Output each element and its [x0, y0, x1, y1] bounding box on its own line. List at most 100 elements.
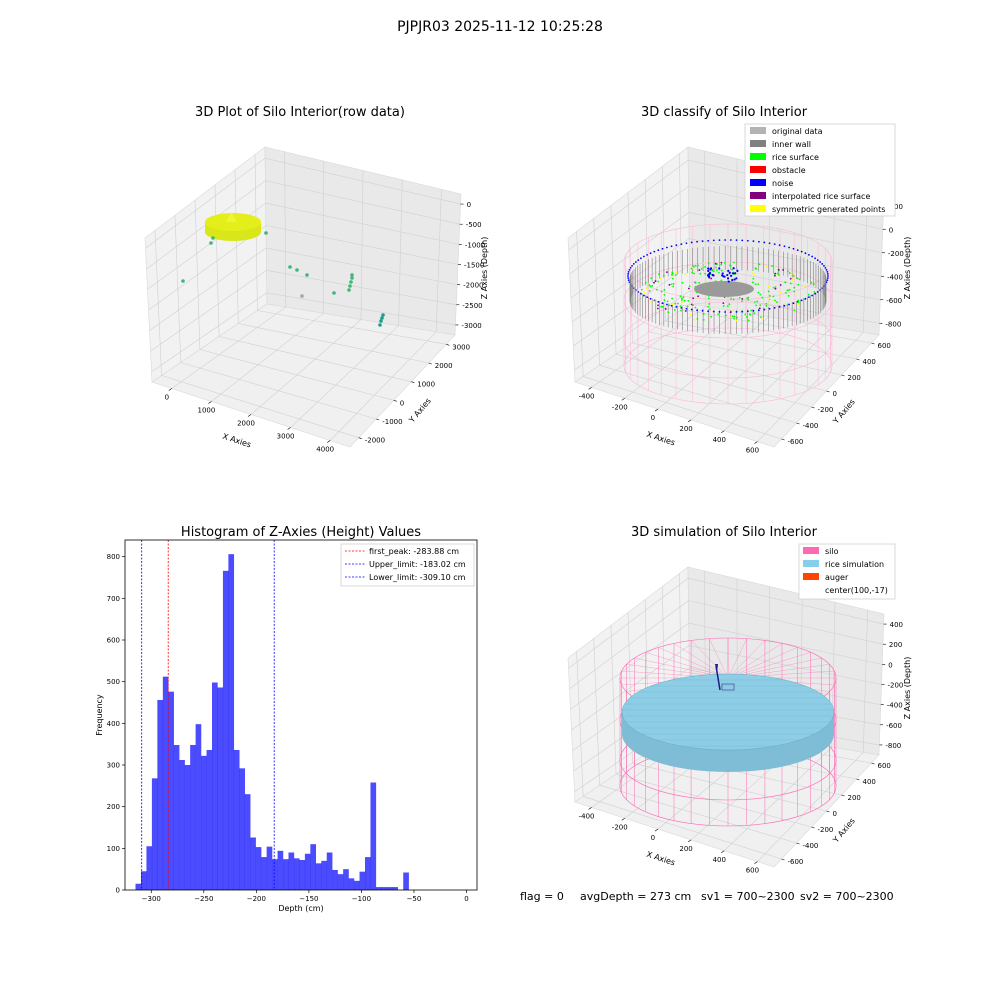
surface-point: [681, 297, 683, 300]
surface-point: [707, 297, 710, 300]
surface-point: [698, 281, 701, 284]
histogram-bar: [228, 554, 235, 890]
noise-point: [675, 244, 678, 247]
grid-line: [199, 349, 394, 401]
z-tick-label: 200: [890, 203, 903, 211]
raw-point: [295, 268, 299, 272]
grid-line: [599, 364, 797, 424]
noise-point: [778, 305, 781, 308]
grid-line: [569, 600, 689, 690]
noise-point: [746, 310, 749, 313]
noise-point: [661, 247, 664, 250]
silo-roof-wire: [709, 638, 729, 679]
surface-point: [700, 267, 703, 270]
surface-point: [693, 272, 695, 275]
noise-point: [783, 304, 786, 307]
histogram-bar: [321, 860, 327, 890]
surface-point: [773, 274, 776, 277]
y-tick-label: 500: [107, 678, 120, 686]
y-tick-label: 600: [107, 637, 120, 645]
surface-point: [777, 272, 779, 275]
grid-line: [257, 310, 447, 345]
noise-point: [811, 255, 814, 258]
histogram-bar: [162, 676, 169, 890]
z-tick-label: -400: [887, 702, 903, 710]
histogram-bar: [168, 691, 174, 890]
y-tick-mark: [856, 358, 860, 361]
raw-data-3d-plot: 3D Plot of Silo Interior(row data) 0 1000…: [144, 105, 489, 454]
y-tick-mark: [841, 374, 845, 377]
legend-swatch: [750, 127, 766, 134]
simulation-plot-x-label: X Axies: [645, 850, 676, 868]
histogram-bars: [135, 554, 409, 890]
surface-point: [793, 290, 796, 293]
simulation-plot-surface: [619, 637, 837, 827]
y-tick-label: 300: [107, 762, 120, 770]
y-tick-label: 700: [107, 595, 120, 603]
y-tick-label: -400: [803, 842, 819, 850]
grid-line: [250, 319, 362, 415]
noise-point: [707, 269, 710, 273]
x-tick-label: 0: [165, 394, 169, 402]
z-tick-label: -3000: [461, 322, 481, 330]
noise-point: [649, 297, 652, 300]
figure-title: PJPJR03 2025-11-12 10:25:28: [397, 19, 603, 35]
histogram-legend: first_peak: -283.88 cm Upper_limit: -183.…: [340, 543, 475, 587]
noise-point: [731, 278, 734, 282]
surface-point: [710, 315, 713, 318]
noise-point: [627, 277, 630, 279]
y-tick-mark: [871, 342, 875, 345]
surface-point: [717, 313, 719, 316]
surface-point: [672, 282, 675, 285]
surface-point: [704, 265, 707, 268]
surface-point: [786, 270, 789, 273]
noise-point: [730, 274, 733, 277]
surface-point: [662, 274, 665, 277]
histogram-x-label: Depth (cm): [278, 904, 323, 913]
surface-point: [757, 291, 760, 294]
noise-point: [653, 250, 656, 253]
y-tick-mark: [376, 418, 380, 421]
surface-point: [774, 286, 777, 288]
legend-swatch: [750, 140, 766, 147]
noise-point: [718, 267, 721, 270]
histogram-bar: [310, 844, 317, 890]
surface-point: [672, 285, 675, 288]
raw-point: [378, 323, 382, 327]
noise-point: [825, 268, 828, 271]
surface-point: [644, 281, 647, 284]
grid-line: [290, 325, 399, 428]
surface-point: [722, 302, 725, 305]
noise-point: [827, 275, 829, 277]
noise-point: [800, 299, 803, 302]
grid-line: [583, 796, 782, 860]
surface-point: [771, 265, 774, 268]
grid-line: [238, 323, 429, 364]
x-tick-mark: [654, 408, 659, 412]
noise-point: [657, 300, 660, 303]
y-tick-label: 600: [878, 762, 891, 770]
legend-label: Upper_limit: -183.02 cm: [369, 560, 466, 569]
noise-point: [634, 261, 637, 263]
histogram-bar: [201, 755, 207, 890]
z-tick-label: -400: [887, 273, 903, 281]
histogram-bar: [212, 682, 218, 890]
noise-point: [814, 257, 816, 260]
noise-point: [640, 257, 642, 260]
surface-point: [807, 293, 810, 296]
surface-point: [699, 272, 702, 275]
surface-point: [697, 264, 699, 267]
depth-histogram: Histogram of Z-Axies (Height) Values −30…: [95, 525, 478, 913]
legend-swatch: [750, 153, 766, 160]
raw-plot-y-label: Y Axies: [407, 396, 433, 425]
surface-point: [714, 262, 717, 265]
grid-line: [149, 247, 267, 331]
surface-point: [797, 301, 800, 304]
grid-line: [265, 225, 459, 265]
grid-line: [688, 212, 882, 254]
surface-point: [757, 283, 760, 286]
grid-line: [576, 231, 584, 377]
histogram-bar: [343, 869, 349, 890]
x-tick-label: -400: [579, 812, 595, 820]
surface-point: [768, 294, 771, 297]
